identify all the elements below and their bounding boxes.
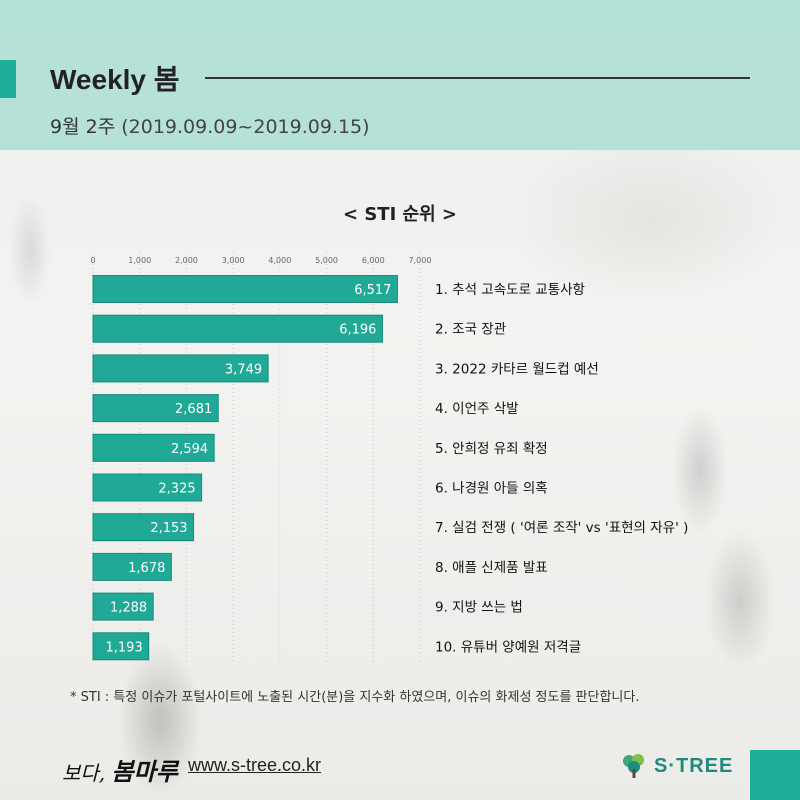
bar: [92, 433, 215, 462]
header-band: [0, 0, 800, 150]
page-title: Weekly 봄: [50, 64, 180, 95]
category-label: 1. 추석 고속도로 교통사항: [435, 282, 585, 298]
bar: [92, 632, 150, 661]
bar-value-label: 1,193: [106, 640, 143, 655]
bar-value-label: 2,153: [150, 521, 187, 536]
chart-title: < STI 순위 >: [342, 204, 458, 225]
bar: [92, 473, 203, 502]
x-tick-label: 7,000: [409, 256, 432, 265]
bar-value-label: 2,594: [171, 442, 208, 457]
category-label: 5. 안희정 유죄 확정: [435, 441, 548, 457]
x-tick-label: 3,000: [222, 256, 245, 265]
category-label: 3. 2022 카타르 월드컵 예선: [435, 361, 599, 377]
bar: [92, 314, 383, 343]
category-label: 2. 조국 장관: [435, 322, 506, 338]
title-divider: [205, 77, 750, 79]
stree-brand: S·TREE: [620, 752, 733, 780]
bar: [92, 354, 269, 383]
category-label: 10. 유튜버 양예원 저격글: [435, 639, 581, 655]
bar-value-label: 1,678: [128, 561, 165, 576]
x-tick-label: 1,000: [128, 256, 151, 265]
sti-bar-chart: 0 1,000 2,000 3,000 4,000 5,000 6,000 7,000 6,51…: [90, 252, 688, 662]
category-label: 6. 나경원 아들 의혹: [435, 481, 548, 497]
logo-big-text: 봄마루: [111, 757, 178, 786]
bar-value-label: 2,681: [175, 402, 212, 417]
header-accent-bar: [0, 60, 16, 98]
x-tick-label: 6,000: [362, 256, 385, 265]
bar: [92, 592, 154, 621]
tree-icon: [623, 754, 644, 778]
bar: [92, 394, 219, 423]
category-label: 9. 지방 쓰는 법: [435, 600, 523, 616]
bar-value-label: 6,517: [354, 283, 391, 298]
category-label: 4. 이언주 삭발: [435, 401, 519, 417]
bar-value-label: 6,196: [339, 323, 376, 338]
x-tick-label: 0: [90, 256, 95, 265]
corner-accent: [750, 750, 800, 800]
bar: [92, 513, 195, 542]
bar: [92, 552, 172, 581]
week-label: 9월 2주: [50, 116, 116, 138]
bar-value-label: 2,325: [158, 482, 195, 497]
bar-value-label: 3,749: [225, 362, 262, 377]
date-range: (2019.09.09~2019.09.15): [121, 116, 370, 138]
category-label: 8. 애플 신제품 발표: [435, 560, 548, 576]
date-subtitle: 9월 2주 (2019.09.09~2019.09.15): [50, 112, 370, 139]
brand-name: S·TREE: [654, 754, 734, 777]
bar: [92, 275, 398, 303]
bomaru-logo: 보다, 봄마루: [62, 752, 178, 787]
footnote: * STI : 특정 이슈가 포털사이트에 노출된 시간(분)을 지수화 하였으…: [70, 690, 640, 705]
bar-value-label: 1,288: [110, 601, 147, 616]
x-tick-label: 5,000: [315, 256, 338, 265]
category-label: 7. 실검 전쟁 ( '여론 조작' vs '표현의 자유' ): [435, 520, 688, 536]
website-link[interactable]: www.s-tree.co.kr: [188, 755, 322, 775]
x-tick-label: 2,000: [175, 256, 198, 265]
logo-small-text: 보다,: [62, 761, 106, 785]
x-tick-label: 4,000: [268, 256, 291, 265]
